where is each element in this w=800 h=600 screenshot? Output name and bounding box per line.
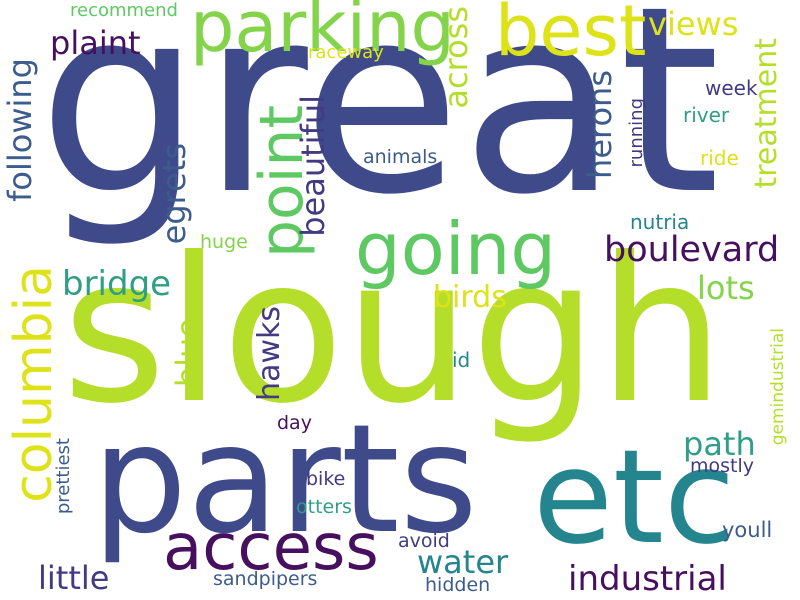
word-plaint: plaint [50, 24, 141, 62]
word-boulevard: boulevard [604, 230, 780, 270]
word-nutria: nutria [630, 210, 690, 234]
word-id: id [452, 348, 471, 372]
word-recommend: recommend [70, 0, 178, 21]
word-sandpipers: sandpipers [213, 568, 318, 590]
word-access: access [163, 511, 379, 585]
word-raceway: raceway [308, 42, 384, 63]
word-parking: parking [190, 0, 455, 68]
word-industrial: industrial [568, 559, 727, 599]
word-etc: etc [533, 421, 736, 573]
word-lots: lots [697, 269, 755, 307]
word-blue: blue [169, 318, 207, 388]
word-great: great [38, 0, 721, 251]
word-bridge: bridge [62, 264, 172, 304]
word-avoid: avoid [398, 530, 450, 552]
word-youll: youll [722, 518, 773, 542]
word-herons: herons [581, 70, 619, 179]
word-egrets: egrets [155, 143, 193, 245]
word-following: following [1, 58, 39, 202]
word-animals: animals [363, 146, 438, 168]
word-across: across [437, 6, 475, 109]
word-ride: ride [700, 146, 739, 170]
word-week: week [705, 76, 758, 100]
word-otters: otters [296, 496, 352, 518]
word-path: path [683, 425, 756, 463]
word-little: little [38, 559, 110, 597]
word-running: running [626, 98, 647, 168]
word-birds: birds [433, 280, 507, 315]
word-slough: slough [62, 215, 725, 448]
word-mostly: mostly [690, 455, 755, 477]
word-beautiful: beautiful [294, 95, 332, 237]
word-gemindustrial: gemindustrial [768, 328, 788, 446]
word-prettiest: prettiest [53, 438, 74, 515]
word-going: going [355, 207, 557, 291]
word-bike: bike [306, 468, 346, 490]
word-treatment: treatment [749, 38, 784, 189]
word-huge: huge [200, 231, 248, 253]
word-water: water [417, 543, 509, 581]
word-day: day [277, 412, 312, 434]
word-parts: parts [92, 393, 478, 567]
word-hawks: hawks [252, 306, 287, 401]
word-best: best [495, 0, 647, 72]
word-hidden: hidden [425, 574, 491, 596]
word-river: river [683, 103, 730, 127]
word-views: views [648, 5, 739, 43]
